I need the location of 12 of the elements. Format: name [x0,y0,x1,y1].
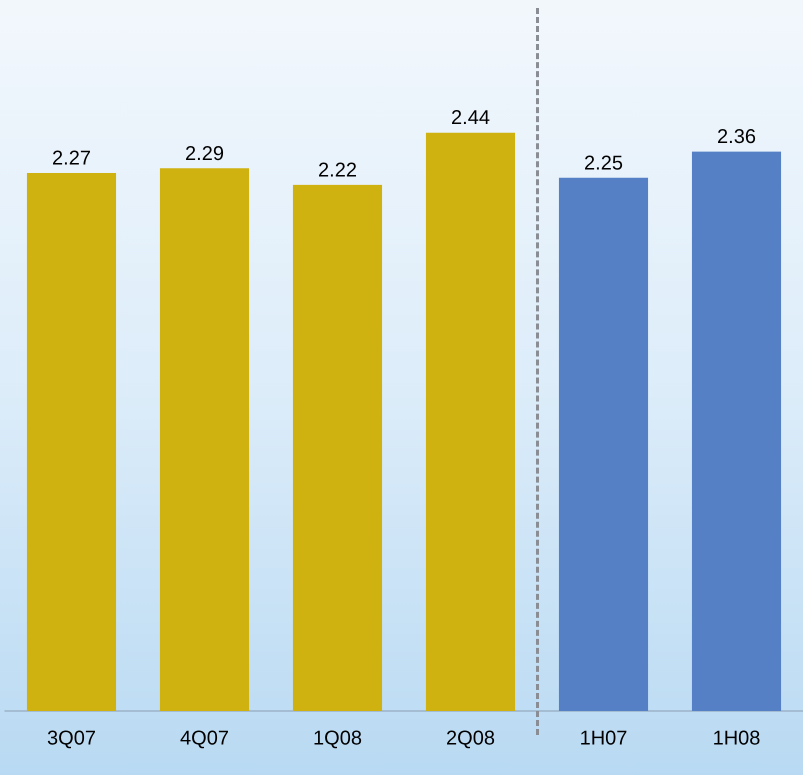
data-label: 2.36 [717,126,756,148]
x-tick-label: 1Q08 [313,728,362,750]
data-label: 2.22 [318,159,357,182]
x-tick-label: 1H08 [712,728,760,750]
x-tick-label: 3Q07 [47,728,96,750]
x-tick-label: 2Q08 [446,728,495,750]
x-tick-label: 4Q07 [180,728,229,750]
data-label: 2.44 [451,107,490,130]
data-label: 2.25 [584,152,623,174]
data-label: 2.29 [185,142,224,165]
data-label: 2.27 [52,148,91,170]
x-tick-label: 1H07 [580,728,628,750]
